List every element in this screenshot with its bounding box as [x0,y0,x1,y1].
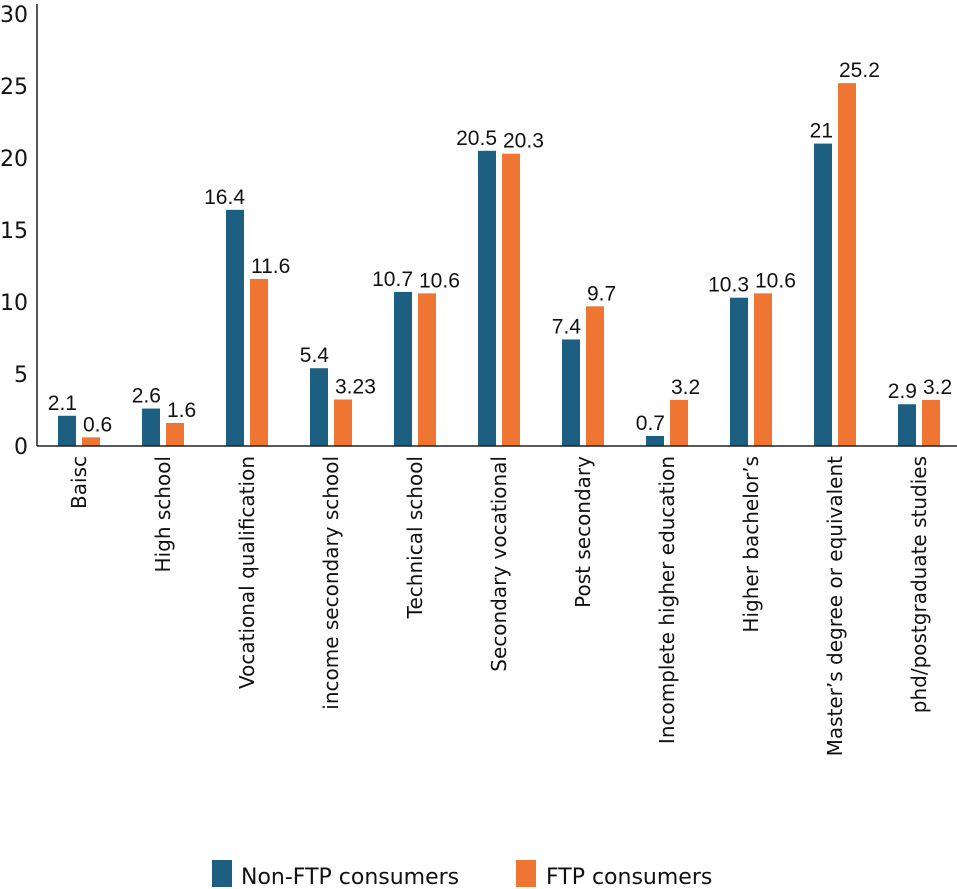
bar-ftp [922,399,940,446]
data-labels: 2.1 0.6 2.6 1.6 16.4 11.6 5.43.23 10.7 10.6 20.5 2… [48,59,952,436]
data-label: 11.6 [251,255,290,278]
data-label: 25.2 [839,59,880,82]
category-label: Secondary vocational [487,456,511,672]
data-label: 9.7 [587,282,616,305]
y-tick-label: 30 [0,3,28,28]
legend-swatch-ftp [516,860,536,887]
y-tick-label: 5 [14,363,28,388]
data-label: 2.6 [132,385,161,408]
data-label: 16.4 [204,186,245,209]
bar-ftp [166,422,184,446]
y-tick-label: 10 [0,291,28,316]
category-label: High school [151,456,175,572]
legend-label-ftp: FTP consumers [546,865,712,889]
bar-non-ftp [226,209,244,446]
bar-ftp [670,399,688,446]
category-label: Post secondary [571,456,595,608]
bar-ftp [502,153,520,446]
data-label: 3.23 [335,375,376,398]
category-label: income secondary school [319,456,343,710]
data-label: 10.6 [419,269,460,292]
legend: Non-FTP consumers FTP consumers [212,860,712,889]
bar-ftp [838,83,856,447]
bar-ftp [82,437,100,446]
data-label: 10.6 [755,269,796,292]
y-axis-ticks: 0 5 10 15 20 25 30 [0,3,28,460]
category-label: Master’s degree or equivalent [823,456,847,757]
y-tick-label: 25 [0,75,28,100]
category-label: Baisc [67,456,91,509]
data-label: 2.9 [888,380,917,403]
category-label: Technical school [403,456,427,619]
bar-non-ftp [394,291,412,446]
legend-swatch-non-ftp [212,860,232,887]
legend-label-non-ftp: Non-FTP consumers [241,865,459,889]
data-label: 0.6 [83,413,112,436]
data-label: 5.4 [300,344,330,367]
category-label: Vocational qualification [235,456,259,689]
bar-non-ftp [814,143,832,446]
y-tick-label: 20 [0,147,28,172]
data-label: 0.7 [636,412,665,435]
bar-ftp [250,278,268,446]
bar-ftp [334,399,352,446]
bar-non-ftp [898,404,916,446]
bar-non-ftp [562,339,580,446]
category-label: Higher bachelor’s [739,456,763,633]
bar-non-ftp [142,408,160,446]
bar-non-ftp [58,415,76,446]
bar-non-ftp [310,368,328,446]
bar-ftp [418,293,436,446]
bar-ftp [586,306,604,446]
x-axis-categories: Baisc High school Vocational qualification… [67,456,931,757]
bar-non-ftp [730,297,748,446]
data-label: 7.4 [552,315,582,338]
data-label: 10.7 [372,268,413,291]
category-label: phd/postgraduate studies [907,456,931,713]
data-label: 3.2 [671,376,700,399]
data-label: 20.5 [456,127,497,150]
data-label: 20.3 [503,130,544,153]
bars [58,83,940,447]
data-label: 2.1 [48,392,77,415]
data-label: 1.6 [167,399,196,422]
y-tick-label: 0 [14,435,28,460]
bar-non-ftp [646,435,664,446]
bar-non-ftp [478,150,496,447]
y-tick-label: 15 [0,219,28,244]
data-label: 3.2 [923,376,952,399]
data-label: 21 [810,120,833,143]
bar-ftp [754,293,772,446]
category-label: Incomplete higher education [655,456,679,744]
data-label: 10.3 [708,274,749,297]
